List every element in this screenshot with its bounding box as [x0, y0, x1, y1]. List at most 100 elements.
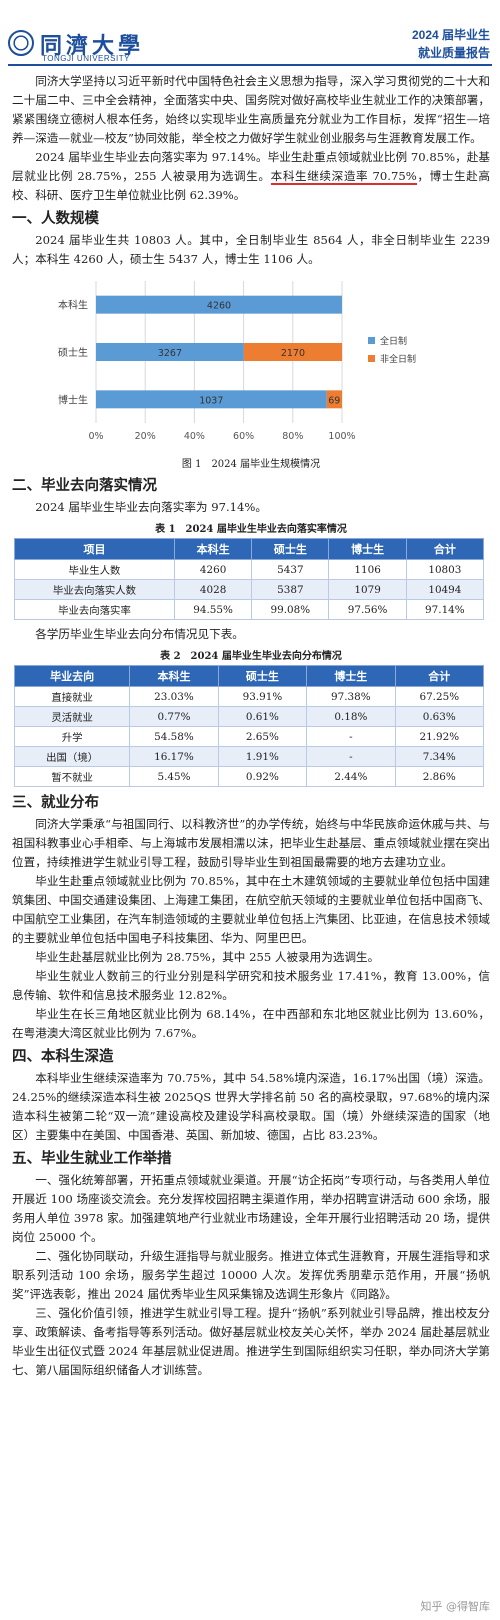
- section-5-paragraph-2: 二、强化协同联动，升级生涯指导与就业服务。推进立体式生涯教育，开展生涯指导和求职…: [12, 1249, 490, 1301]
- table-2-row: 升学 54.58% 2.65% -21.92%: [13, 726, 485, 747]
- table-2-header-cell: 毕业去向: [13, 665, 131, 687]
- table-2-cell: 直接就业: [13, 686, 131, 707]
- table-1-cell: 1106: [328, 559, 407, 580]
- table-1-cell: 1079: [328, 579, 407, 600]
- section-3-paragraph-3: 毕业生赴基层就业比例为 28.75%，其中 255 人被录用为选调生。: [35, 950, 380, 964]
- table-1-cell: 5437: [251, 559, 330, 580]
- table-2-cell: 1.91%: [217, 746, 308, 767]
- table-1-body: 毕业生人数 4260 5437 1106 10803 毕业去向落实人数 4028 5387 10…: [14, 559, 485, 620]
- university-seal-icon: [8, 30, 34, 56]
- table-1-caption: 表 1 2024 届毕业生毕业去向落实率情况: [155, 524, 347, 535]
- table-1-header-cell: 项目: [14, 538, 175, 560]
- table-2-row: 暂不就业 5.45% 0.92% 2.44% 2.86%: [13, 766, 485, 787]
- table-2-header-cell: 合计: [394, 665, 485, 687]
- intro-paragraph-1: 同济大学坚持以习近平新时代中国特色社会主义思想为指导，深入学习贯彻党的二十大和二…: [12, 74, 490, 145]
- table-2-cell: 54.58%: [129, 726, 219, 747]
- table-1-header-cell: 本科生: [173, 538, 253, 560]
- table-1-cell: 97.14%: [405, 599, 485, 620]
- table-2-cell: 0.92%: [217, 766, 308, 787]
- table-2-cell: 0.18%: [306, 706, 396, 727]
- section-4-paragraph: 本科毕业生继续深造率为 70.75%，其中 54.58%境内深造，16.17%出…: [12, 1071, 490, 1142]
- chart-data-label: 4260: [207, 301, 231, 312]
- scale-chart: 0% 20% 40% 60% 80% 100% 本科生 4260 硕士生 3267 2170 博士生 1…: [12, 273, 490, 453]
- chart-bar: [96, 295, 342, 314]
- chart-data-label: 69: [328, 395, 340, 406]
- table-2-cell: 93.91%: [217, 686, 308, 707]
- chart-category-label: 本科生: [58, 299, 88, 312]
- section-3-heading: 三、就业分布: [12, 795, 99, 811]
- chart-legend-label: 非全日制: [380, 353, 416, 365]
- intro-p2-highlight: 本科生继续深造率 70.75%: [270, 169, 417, 185]
- header-divider: [8, 64, 492, 66]
- section-4-heading: 四、本科生深造: [12, 1049, 114, 1065]
- chart-x-tick-label: 80%: [282, 431, 303, 442]
- report-body: 同济大学坚持以习近平新时代中国特色社会主义思想为指导，深入学习贯彻党的二十大和二…: [12, 72, 490, 1380]
- table-2-cell: 2.86%: [394, 766, 485, 787]
- table-2-row: 出国（境） 16.17% 1.91% -7.34%: [13, 746, 485, 767]
- table-1-cell: 5387: [251, 579, 330, 600]
- table-2-cell: 出国（境）: [13, 746, 131, 767]
- table-2: 毕业去向 本科生 硕士生 博士生 合计 直接就业 23.03% 93.91% 97.38% 67…: [13, 665, 485, 787]
- table-2-cell: 97.38%: [306, 686, 396, 707]
- table-2-body: 直接就业 23.03% 93.91% 97.38% 67.25% 灵活就业 0.77% 0.6…: [13, 686, 485, 787]
- scale-chart-svg: 0% 20% 40% 60% 80% 100% 本科生 4260 硕士生 3267 2170 博士生 1…: [58, 281, 416, 442]
- section-1-heading: 一、人数规模: [12, 211, 99, 227]
- table-2-cell: 0.77%: [129, 706, 219, 727]
- table-1-cell: 10803: [405, 559, 485, 580]
- section-5-heading: 五、毕业生就业工作举措: [12, 1151, 172, 1167]
- section-3-paragraph-5: 毕业生在长三角地区就业比例为 68.14%，在中西部和东北地区就业比例为 13.…: [12, 1007, 490, 1040]
- section-2-paragraph: 2024 届毕业生毕业去向落实率为 97.14%。: [35, 500, 267, 514]
- table-1-row: 毕业生人数 4260 5437 1106 10803: [14, 559, 485, 580]
- table-2-cell: 7.34%: [394, 746, 485, 767]
- table-1-cell: 毕业去向落实率: [14, 599, 175, 620]
- section-2-heading: 二、毕业去向落实情况: [12, 478, 157, 494]
- chart-data-label: 1037: [199, 395, 223, 406]
- intro-p2-text-b: ，博士生赴高校、科研、医疗卫生单位就业比例 62.39%。: [12, 169, 490, 202]
- table-1-cell: 99.08%: [251, 599, 330, 620]
- chart-x-tick-label: 100%: [328, 431, 355, 442]
- table-1-header-row: 项目 本科生 硕士生 博士生 合计: [14, 538, 485, 560]
- chart-category-label: 硕士生: [58, 346, 88, 359]
- table-2-cell: 16.17%: [129, 746, 219, 767]
- table-2-cell: -: [306, 746, 396, 767]
- table-2-header-cell: 博士生: [306, 665, 396, 687]
- chart-data-label: 2170: [281, 348, 305, 359]
- table-2-header-cell: 硕士生: [217, 665, 308, 687]
- table-2-cell: 23.03%: [129, 686, 219, 707]
- university-logo-cn: 同濟大學: [40, 33, 145, 59]
- chart-data-label: 3267: [158, 348, 182, 359]
- chart-legend-swatch: [368, 355, 375, 362]
- report-title-line1: 2024 届毕业生: [411, 28, 490, 42]
- section-3-paragraph-4: 毕业生就业人数前三的行业分别是科学研究和技术服务业 17.41%，教育 13.0…: [12, 969, 490, 1002]
- table-2-row: 灵活就业 0.77% 0.61% 0.18% 0.63%: [13, 706, 485, 727]
- intro-p2-text-a: 2024 届毕业生毕业去向落实率为 97.14%。毕业生赴重点领域就业比例 70…: [12, 150, 490, 183]
- table-1-row: 毕业去向落实人数 4028 5387 1079 10494: [14, 579, 485, 600]
- university-logo-en: TONGJI UNIVERSITY: [42, 54, 130, 63]
- section-3-paragraph-1: 同济大学秉承“与祖国同行、以科教济世”的办学传统，始终与中华民族命运休戚与共、与…: [12, 817, 490, 869]
- table-2-cell: 5.45%: [129, 766, 219, 787]
- table-2-cell: 67.25%: [394, 686, 485, 707]
- table-1-cell: 97.56%: [328, 599, 407, 620]
- chart-x-tick-label: 20%: [135, 431, 156, 442]
- table-2-cell: 0.61%: [217, 706, 308, 727]
- chart-legend-label: 全日制: [380, 335, 407, 347]
- table-1-cell: 毕业去向落实人数: [14, 579, 175, 600]
- table-2-header-row: 毕业去向 本科生 硕士生 博士生 合计: [13, 665, 485, 687]
- chart-category-label: 博士生: [58, 393, 88, 406]
- table-1-row: 毕业去向落实率 94.55% 99.08% 97.56% 97.14%: [14, 599, 485, 620]
- table-2-cell: 2.65%: [217, 726, 308, 747]
- table-1-header-cell: 博士生: [328, 538, 407, 560]
- table-1-header-cell: 合计: [405, 538, 485, 560]
- table-2-caption: 表 2 2024 届毕业生毕业去向分布情况: [160, 651, 342, 662]
- section-1-paragraph: 2024 届毕业生共 10803 人。其中，全日制毕业生 8564 人，非全日制…: [12, 233, 490, 266]
- chart-bar: [243, 343, 342, 361]
- chart-bar: [96, 390, 327, 409]
- chart-bar: [326, 390, 342, 409]
- table-1-cell: 4028: [173, 579, 253, 600]
- figure-1-caption: 图 1 2024 届毕业生规模情况: [181, 459, 321, 470]
- table-1-cell: 4260: [173, 559, 253, 580]
- table-1-cell: 94.55%: [173, 599, 253, 620]
- table-2-cell: 21.92%: [394, 726, 485, 747]
- watermark: 知乎 @得智库: [420, 1600, 491, 1613]
- table-2-cell: -: [306, 726, 396, 747]
